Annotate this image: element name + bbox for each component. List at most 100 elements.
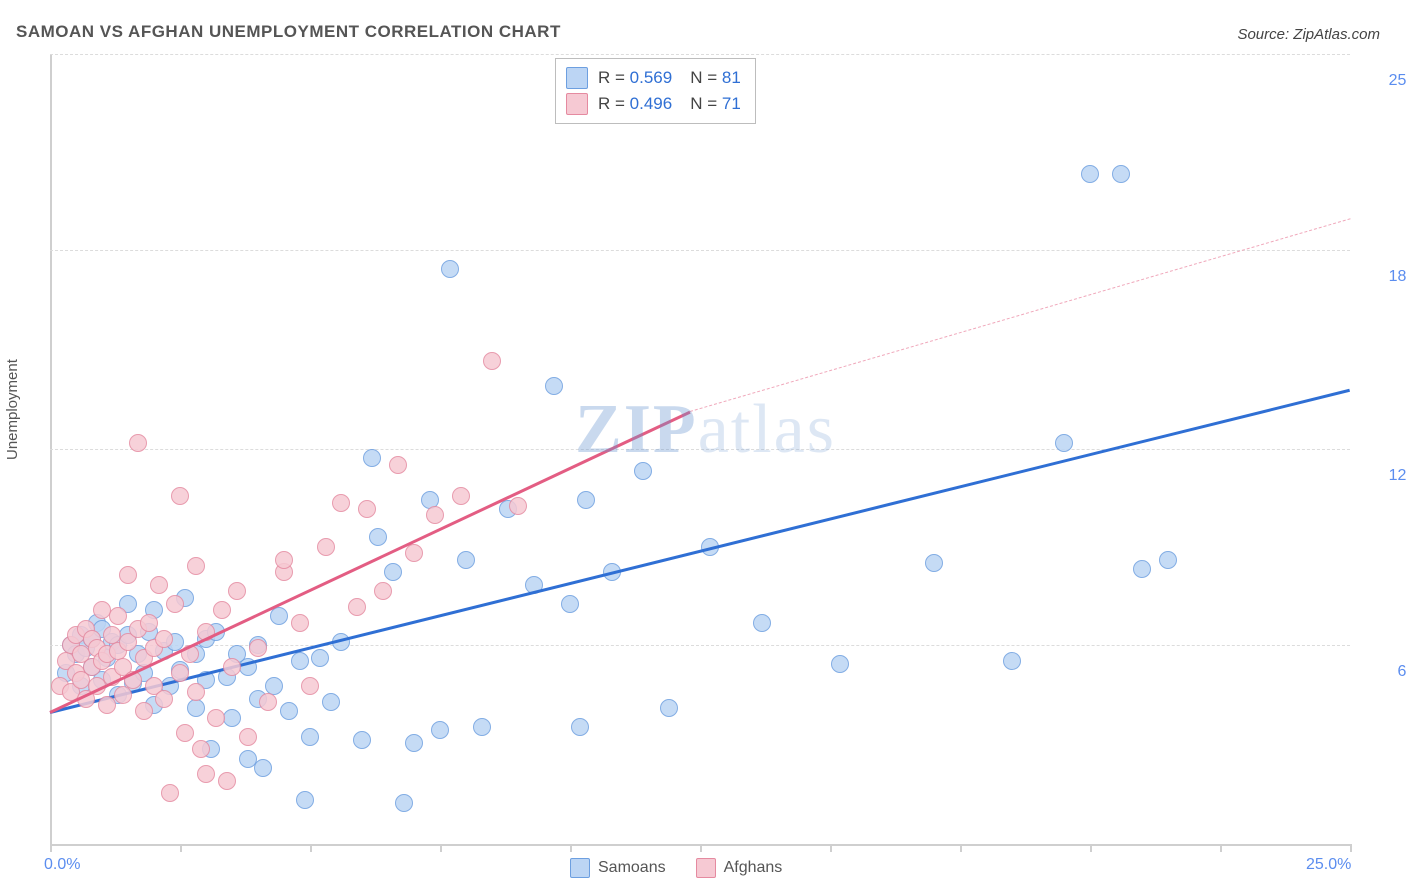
x-tick (1220, 844, 1222, 852)
data-point (473, 718, 491, 736)
data-point (301, 728, 319, 746)
data-point (254, 759, 272, 777)
data-point (187, 557, 205, 575)
data-point (1159, 551, 1177, 569)
chart-title: SAMOAN VS AFGHAN UNEMPLOYMENT CORRELATIO… (16, 22, 561, 42)
y-tick-label: 12.5% (1364, 467, 1406, 485)
stats-swatch (566, 93, 588, 115)
data-point (176, 724, 194, 742)
source-attribution: Source: ZipAtlas.com (1237, 26, 1380, 43)
legend-swatch (696, 858, 716, 878)
watermark: ZIPatlas (575, 390, 836, 470)
data-point (161, 784, 179, 802)
data-point (140, 614, 158, 632)
y-axis-label: Unemployment (4, 359, 21, 460)
data-point (223, 658, 241, 676)
legend: Samoans Afghans (570, 858, 782, 878)
x-tick (310, 844, 312, 852)
y-tick-label: 6.3% (1364, 663, 1406, 681)
data-point (358, 500, 376, 518)
data-point (270, 607, 288, 625)
data-point (213, 601, 231, 619)
data-point (311, 649, 329, 667)
data-point (187, 683, 205, 701)
data-point (239, 728, 257, 746)
data-point (291, 652, 309, 670)
x-tick (570, 844, 572, 852)
data-point (1112, 165, 1130, 183)
y-tick-label: 25.0% (1364, 72, 1406, 90)
stats-n-label: N = 81 (690, 65, 741, 91)
stats-r-label: R = 0.569 (598, 65, 672, 91)
data-point (1055, 434, 1073, 452)
data-point (109, 607, 127, 625)
data-point (296, 791, 314, 809)
stats-r-label: R = 0.496 (598, 91, 672, 117)
data-point (374, 582, 392, 600)
data-point (135, 702, 153, 720)
data-point (405, 544, 423, 562)
x-max-label: 25.0% (1306, 856, 1351, 874)
correlation-stats-box: R = 0.569 N = 81 R = 0.496 N = 71 (555, 58, 756, 124)
trendline-extrap-Afghans (689, 218, 1350, 412)
gridline (50, 645, 1350, 646)
legend-label: Afghans (724, 859, 783, 877)
data-point (317, 538, 335, 556)
data-point (1003, 652, 1021, 670)
data-point (114, 686, 132, 704)
data-point (1081, 165, 1099, 183)
data-point (129, 434, 147, 452)
x-tick (960, 844, 962, 852)
data-point (150, 576, 168, 594)
data-point (223, 709, 241, 727)
x-tick (830, 844, 832, 852)
stats-n-label: N = 71 (690, 91, 741, 117)
gridline (50, 250, 1350, 251)
data-point (1133, 560, 1151, 578)
data-point (218, 772, 236, 790)
x-tick (1350, 844, 1352, 852)
data-point (571, 718, 589, 736)
legend-swatch (570, 858, 590, 878)
data-point (660, 699, 678, 717)
x-tick (1090, 844, 1092, 852)
data-point (561, 595, 579, 613)
data-point (753, 614, 771, 632)
stats-swatch (566, 67, 588, 89)
x-tick (700, 844, 702, 852)
y-tick-label: 18.8% (1364, 268, 1406, 286)
data-point (577, 491, 595, 509)
data-point (405, 734, 423, 752)
legend-label: Samoans (598, 859, 666, 877)
data-point (483, 352, 501, 370)
data-point (426, 506, 444, 524)
data-point (192, 740, 210, 758)
data-point (207, 709, 225, 727)
data-point (395, 794, 413, 812)
legend-item: Samoans (570, 858, 666, 878)
data-point (369, 528, 387, 546)
data-point (228, 582, 246, 600)
data-point (249, 639, 267, 657)
data-point (348, 598, 366, 616)
data-point (166, 595, 184, 613)
data-point (275, 551, 293, 569)
data-point (280, 702, 298, 720)
data-point (545, 377, 563, 395)
legend-item: Afghans (696, 858, 783, 878)
data-point (291, 614, 309, 632)
data-point (259, 693, 277, 711)
stats-row: R = 0.496 N = 71 (566, 91, 741, 117)
data-point (389, 456, 407, 474)
data-point (431, 721, 449, 739)
data-point (119, 566, 137, 584)
data-point (332, 494, 350, 512)
data-point (509, 497, 527, 515)
data-point (197, 765, 215, 783)
data-point (187, 699, 205, 717)
data-point (363, 449, 381, 467)
data-point (301, 677, 319, 695)
data-point (441, 260, 459, 278)
gridline (50, 54, 1350, 55)
data-point (98, 696, 116, 714)
